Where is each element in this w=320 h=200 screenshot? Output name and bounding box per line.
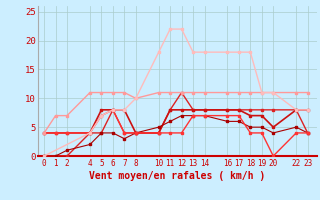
X-axis label: Vent moyen/en rafales ( km/h ): Vent moyen/en rafales ( km/h ) <box>90 171 266 181</box>
